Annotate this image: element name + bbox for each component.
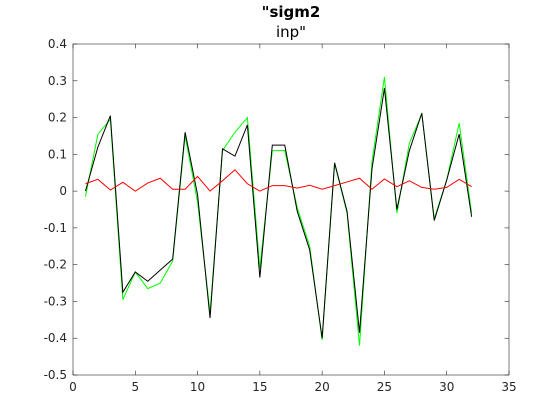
y-tick-label: -0.5 <box>44 368 67 382</box>
series-line-1 <box>84 77 473 346</box>
y-tick-label: 0.3 <box>48 74 67 88</box>
x-tick-label: 20 <box>315 380 330 394</box>
x-tick-label: 10 <box>190 380 205 394</box>
chart-subtitle: inp" <box>276 23 306 41</box>
y-tick-label: 0.4 <box>48 37 67 51</box>
y-tick-label: 0 <box>59 184 67 198</box>
x-tick-label: 25 <box>377 380 392 394</box>
y-tick-label: -0.1 <box>44 221 67 235</box>
plot-area <box>73 44 509 375</box>
y-tick-label: -0.2 <box>44 258 67 272</box>
y-tick-label: 0.1 <box>48 147 67 161</box>
y-tick-label: -0.3 <box>44 294 67 308</box>
chart-title: "sigm2 <box>262 3 321 21</box>
x-tick-label: 15 <box>252 380 267 394</box>
y-tick-label: 0.2 <box>48 111 67 125</box>
x-tick-label: 5 <box>131 380 139 394</box>
x-tick-label: 35 <box>501 380 516 394</box>
y-tick-label: -0.4 <box>44 331 67 345</box>
series-layer <box>84 77 473 346</box>
ticks: 0 5 10 15 20 25 30 35 -0.5 -0.4 -0.3 -0.2 -0.1 0 0.1 0.… <box>44 37 517 394</box>
series-line-3 <box>85 169 472 192</box>
x-tick-label: 0 <box>69 380 77 394</box>
axes-box <box>72 43 510 376</box>
x-tick-label: 30 <box>439 380 454 394</box>
axes <box>72 43 510 376</box>
series-line-2 <box>84 88 473 339</box>
